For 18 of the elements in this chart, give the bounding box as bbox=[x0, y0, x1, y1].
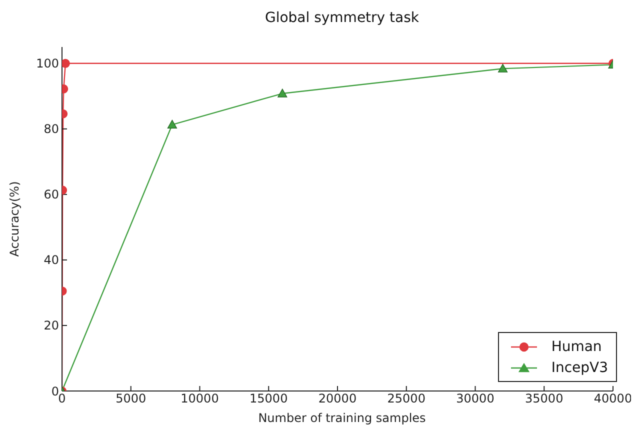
x-tick-label: 15000 bbox=[250, 392, 288, 406]
y-tick-label: 100 bbox=[36, 56, 59, 71]
x-tick-label: 35000 bbox=[525, 392, 564, 406]
x-tick-label: 20000 bbox=[318, 392, 357, 406]
x-tick-label: 5000 bbox=[116, 392, 146, 406]
y-axis-title: Accuracy(%) bbox=[7, 181, 22, 257]
x-tick-label: 30000 bbox=[456, 392, 494, 406]
x-axis-title: Number of training samples bbox=[257, 411, 427, 425]
legend-label: IncepV3 bbox=[551, 360, 608, 376]
x-tick-label: 25000 bbox=[387, 392, 426, 406]
y-tick-label: 40 bbox=[44, 253, 59, 268]
chart-title: Global symmetry task bbox=[264, 10, 420, 26]
y-tick-label: 80 bbox=[44, 122, 59, 136]
y-tick-label: 20 bbox=[44, 318, 59, 333]
x-tick-label: 10000 bbox=[180, 392, 219, 406]
x-tick-label: 40000 bbox=[594, 392, 632, 406]
y-tick-label: 60 bbox=[44, 188, 59, 202]
legend-label: Human bbox=[551, 338, 602, 354]
